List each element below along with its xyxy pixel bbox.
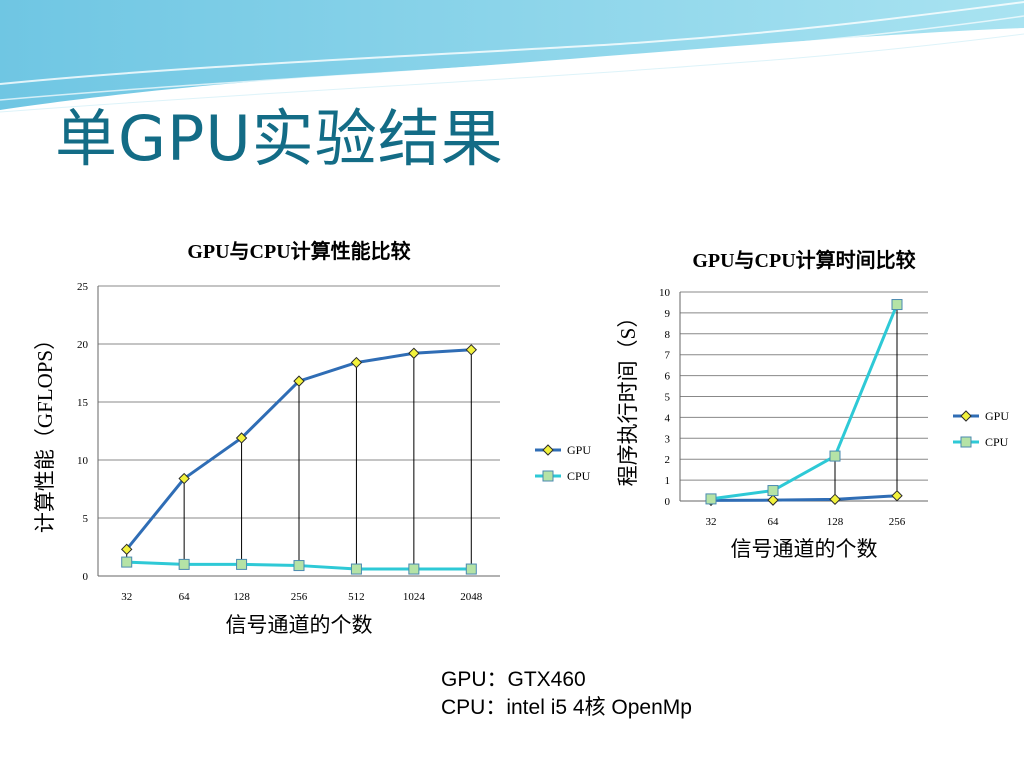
perf-chart-y-tick-label: 5 bbox=[83, 513, 89, 525]
time-chart-y-tick-label: 4 bbox=[665, 412, 671, 424]
perf-chart-y-tick-label: 15 bbox=[77, 397, 89, 409]
perf-chart-gpu-point bbox=[293, 375, 305, 387]
time-chart-y-tick-label: 1 bbox=[665, 475, 671, 487]
perf-chart-cpu-point bbox=[408, 563, 420, 575]
perf-chart-gpu-point bbox=[350, 356, 363, 369]
time-chart-gpu-point bbox=[891, 490, 903, 502]
time-chart-y-tick-label: 8 bbox=[665, 329, 671, 341]
time-chart-legend-gpu-label: GPU bbox=[985, 409, 1009, 423]
time-chart-y-tick-label: 0 bbox=[665, 496, 671, 508]
perf-chart-cpu-point bbox=[465, 563, 477, 575]
time-chart-y-tick-label: 10 bbox=[659, 287, 671, 299]
time-comparison-chart: GPU与CPU计算时间比较 0 1 2 3 4 5 6 7 8 9 10 32 64 128 256 信号通道的… bbox=[616, 248, 1009, 561]
time-chart-legend-gpu-marker bbox=[960, 410, 972, 422]
perf-chart-gpu-point bbox=[465, 344, 477, 356]
perf-chart-y-axis-label: 计算性能（GFLOPS） bbox=[33, 329, 57, 533]
time-chart-x-tick-label: 128 bbox=[827, 516, 844, 528]
header-wave-banner bbox=[0, 0, 1024, 113]
time-chart-y-tick-label: 2 bbox=[665, 454, 671, 466]
time-chart-cpu-point bbox=[705, 493, 717, 505]
perf-chart-gpu-point bbox=[408, 347, 420, 359]
perf-chart-cpu-point bbox=[178, 558, 190, 570]
perf-chart-y-tick-label: 0 bbox=[83, 571, 89, 583]
time-chart-gpu-series-line bbox=[710, 494, 898, 502]
slide-title: 单GPU实验结果 bbox=[55, 102, 504, 175]
perf-chart-cpu-point bbox=[236, 558, 248, 570]
perf-chart-y-tick-label: 25 bbox=[77, 281, 89, 293]
perf-chart-legend-gpu-label: GPU bbox=[567, 443, 591, 457]
time-chart-cpu-point bbox=[767, 485, 779, 497]
time-chart-y-axis-label: 程序执行时间（S） bbox=[616, 307, 640, 487]
time-chart-y-tick-label: 7 bbox=[665, 350, 671, 362]
time-chart-gpu-point bbox=[767, 494, 779, 506]
time-chart-x-tick-label: 64 bbox=[768, 516, 780, 528]
perf-chart-gpu-point bbox=[121, 543, 133, 556]
perf-chart-gpu-point bbox=[235, 432, 248, 444]
gpu-spec-text: GPU：GTX460 bbox=[441, 668, 586, 691]
perf-chart-title: GPU与CPU计算性能比较 bbox=[187, 239, 410, 263]
perf-chart-x-axis-label: 信号通道的个数 bbox=[226, 613, 373, 637]
performance-comparison-chart: GPU与CPU计算性能比较 0 5 10 15 20 25 32 64 128 256 512 1024… bbox=[33, 239, 591, 637]
time-chart-x-axis-label: 信号通道的个数 bbox=[731, 537, 878, 561]
time-chart-cpu-series-line bbox=[710, 303, 899, 501]
perf-chart-x-tick-label: 256 bbox=[291, 591, 308, 603]
perf-chart-x-tick-label: 32 bbox=[121, 591, 132, 603]
time-chart-y-tick-label: 3 bbox=[665, 433, 671, 445]
perf-chart-legend-gpu-marker bbox=[542, 444, 554, 456]
perf-chart-legend-cpu-label: CPU bbox=[567, 469, 591, 483]
time-chart-cpu-point bbox=[829, 450, 841, 462]
cpu-spec-text: CPU：intel i5 4核 OpenMp bbox=[441, 696, 692, 719]
perf-chart-cpu-point bbox=[293, 560, 305, 572]
perf-chart-cpu-point bbox=[350, 563, 362, 575]
perf-chart-x-tick-label: 128 bbox=[233, 591, 250, 603]
time-chart-y-tick-label: 9 bbox=[665, 308, 671, 320]
time-chart-title: GPU与CPU计算时间比较 bbox=[692, 248, 915, 272]
perf-chart-y-tick-label: 10 bbox=[77, 455, 89, 467]
time-chart-legend-cpu-label: CPU bbox=[985, 435, 1009, 449]
time-chart-y-tick-label: 5 bbox=[665, 392, 671, 404]
time-chart-legend-cpu-marker bbox=[960, 436, 972, 448]
perf-chart-x-tick-label: 64 bbox=[179, 591, 191, 603]
time-chart-y-tick-label: 6 bbox=[665, 371, 671, 383]
time-chart-x-tick-label: 256 bbox=[889, 516, 906, 528]
perf-chart-x-tick-label: 2048 bbox=[460, 591, 483, 603]
hardware-note: GPU：GTX460 CPU：intel i5 4核 OpenMp bbox=[441, 666, 692, 722]
perf-chart-cpu-point bbox=[121, 556, 133, 568]
perf-chart-x-tick-label: 1024 bbox=[403, 591, 426, 603]
perf-chart-gpu-point bbox=[178, 472, 190, 485]
time-chart-x-tick-label: 32 bbox=[706, 516, 717, 528]
perf-chart-y-tick-label: 20 bbox=[77, 339, 89, 351]
time-chart-gpu-point bbox=[829, 493, 841, 506]
perf-chart-x-tick-label: 512 bbox=[348, 591, 365, 603]
time-chart-cpu-point bbox=[891, 299, 903, 311]
perf-chart-legend-cpu-marker bbox=[542, 470, 554, 482]
